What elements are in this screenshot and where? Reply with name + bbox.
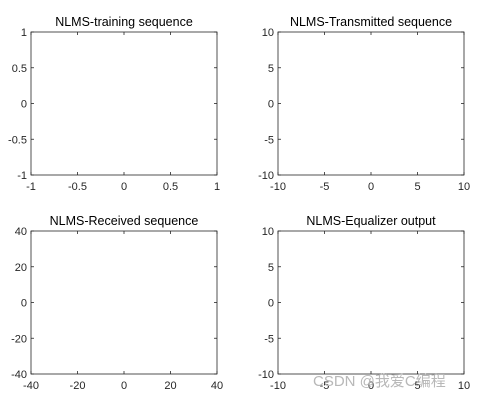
x-tick-label-neg20: -20 <box>70 380 86 392</box>
subplot-title: NLMS-Received sequence <box>50 214 199 228</box>
x-tick-label-0: 0 <box>368 380 374 392</box>
y-tick-label-5: 5 <box>268 63 274 75</box>
x-tick-label-40: 40 <box>211 380 223 392</box>
subplots: -1 -0.5 0 0.5 1 -1 -0.5 0 0.5 1 NLMS-training sequ… <box>8 15 470 392</box>
subplot-4: -10 -5 0 5 10 -10 -5 0 5 10 NLMS-Equalizer output <box>258 214 470 392</box>
subplot-1: -1 -0.5 0 0.5 1 -1 -0.5 0 0.5 1 NLMS-training sequ… <box>8 15 220 193</box>
watermark: CSDN @我爱C编程 <box>313 373 446 390</box>
subplot-3: -40 -20 0 20 40 -40 -20 0 20 40 NLMS-Received sequ… <box>11 214 223 392</box>
y-tick-label-0: 0 <box>268 298 274 310</box>
y-tick-label-0p5: 0.5 <box>12 63 27 75</box>
x-tick-label-5: 5 <box>414 380 420 392</box>
x-tick-label-neg5: -5 <box>320 380 330 392</box>
x-tick-label-10: 10 <box>458 380 470 392</box>
x-tick-label-0: 0 <box>121 380 127 392</box>
x-tick-label-neg10: -10 <box>270 380 286 392</box>
y-tick-label-neg10: -10 <box>258 369 274 381</box>
axes-frame <box>277 230 465 375</box>
axes-frame <box>277 31 465 176</box>
y-tick-label-20: 20 <box>15 262 27 274</box>
x-tick-label-neg0p5: -0.5 <box>68 181 87 193</box>
y-tick-label-0: 0 <box>21 99 27 111</box>
subplot-title: NLMS-training sequence <box>55 15 193 29</box>
x-tick-label-neg5: -5 <box>320 181 330 193</box>
y-tick-label-neg0p5: -0.5 <box>8 134 27 146</box>
y-tick-label-40: 40 <box>15 226 27 238</box>
y-tick-label-neg10: -10 <box>258 170 274 182</box>
y-tick-label-neg1: -1 <box>17 170 27 182</box>
axes-frame <box>30 230 218 375</box>
y-tick-label-10: 10 <box>262 226 274 238</box>
y-tick-label-neg20: -20 <box>11 333 27 345</box>
y-tick-label-0: 0 <box>268 99 274 111</box>
x-tick-label-0p5: 0.5 <box>163 181 178 193</box>
y-tick-label-0: 0 <box>21 298 27 310</box>
y-tick-label-neg40: -40 <box>11 369 27 381</box>
x-tick-label-0: 0 <box>121 181 127 193</box>
y-tick-label-neg5: -5 <box>264 333 274 345</box>
subplot-title: NLMS-Transmitted sequence <box>290 15 452 29</box>
y-tick-label-1: 1 <box>21 27 27 39</box>
y-tick-label-5: 5 <box>268 262 274 274</box>
x-tick-label-10: 10 <box>458 181 470 193</box>
x-tick-label-1: 1 <box>214 181 220 193</box>
y-tick-label-neg5: -5 <box>264 134 274 146</box>
x-tick-label-20: 20 <box>164 380 176 392</box>
x-tick-label-0: 0 <box>368 181 374 193</box>
axes-frame <box>30 31 218 176</box>
x-tick-label-5: 5 <box>414 181 420 193</box>
x-tick-label-neg1: -1 <box>26 181 36 193</box>
subplot-title: NLMS-Equalizer output <box>306 214 436 228</box>
x-tick-label-neg10: -10 <box>270 181 286 193</box>
y-tick-label-10: 10 <box>262 27 274 39</box>
x-tick-label-neg40: -40 <box>23 380 39 392</box>
subplot-2: -10 -5 0 5 10 -10 -5 0 5 10 NLMS-Transmitted seque… <box>258 15 470 193</box>
